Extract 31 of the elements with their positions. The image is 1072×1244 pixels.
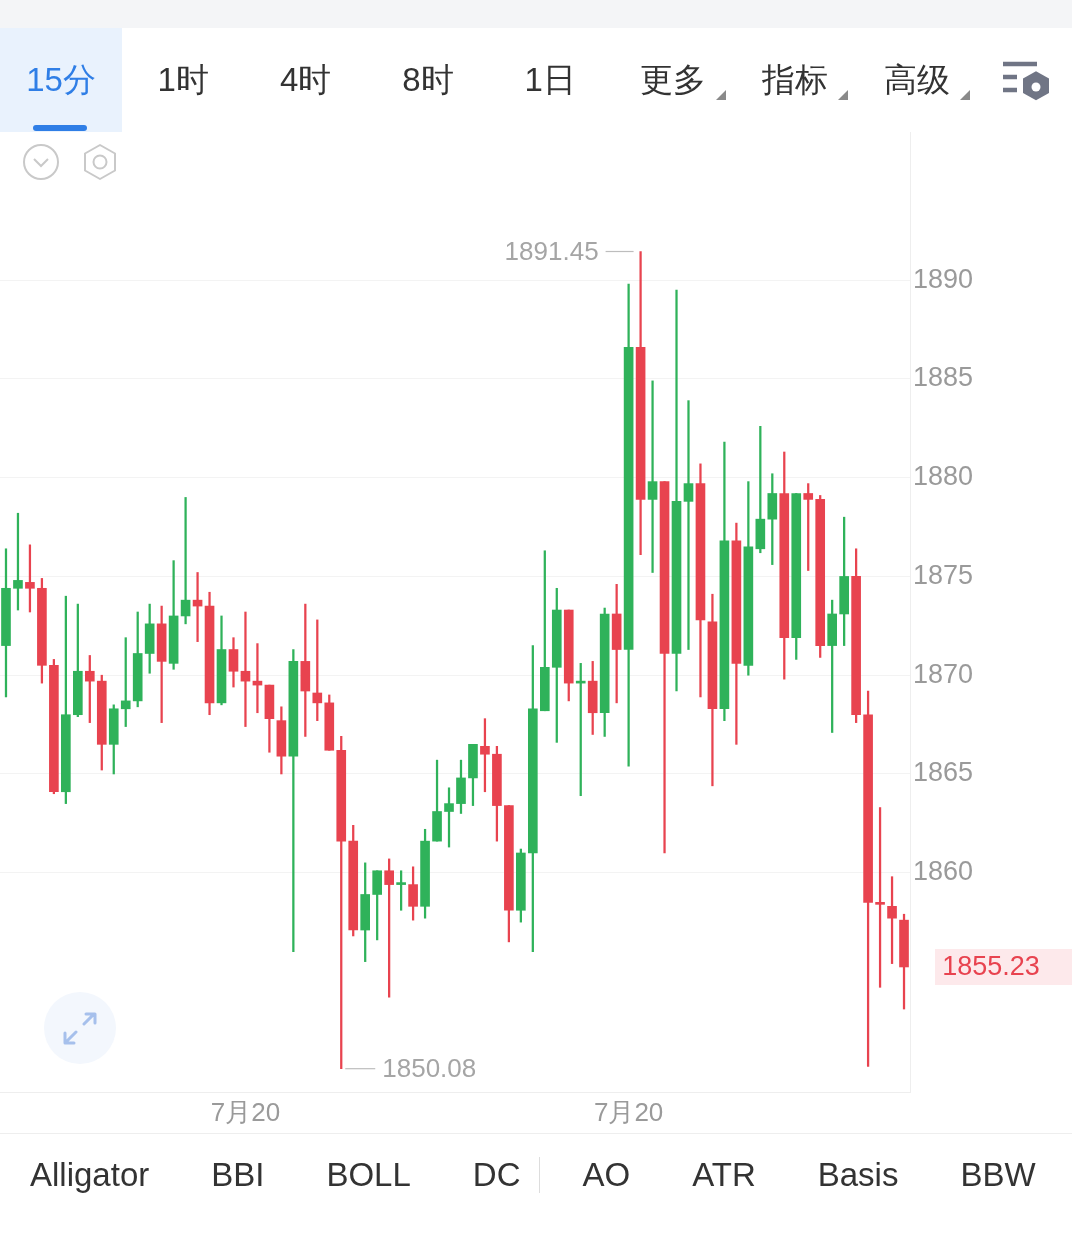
y-tick-label: 1890 (912, 263, 974, 294)
text: 1855.23 (942, 951, 1040, 982)
text: Basis (817, 1155, 899, 1195)
x-tick-label: 7月20 (210, 1096, 281, 1127)
annotation: 1891.45 (504, 235, 599, 266)
candlestick (180, 497, 191, 625)
y-tick-label: 1860 (912, 856, 974, 887)
y-tick-label: 1875 (912, 559, 974, 590)
text: BBW (960, 1155, 1036, 1195)
text: 指标 (760, 61, 829, 98)
candlestick (683, 400, 694, 650)
text: BOLL (326, 1155, 411, 1195)
text: DC (472, 1155, 521, 1195)
text: ATR (692, 1155, 756, 1195)
y-tick-label: 1870 (912, 658, 974, 689)
text: 4时 (278, 61, 333, 98)
text: 更多 (638, 61, 707, 98)
text: 高级 (883, 61, 952, 98)
x-tick-label: 7月20 (593, 1096, 664, 1127)
y-tick-label: 1880 (912, 461, 974, 492)
annotation: 1850.08 (382, 1052, 477, 1083)
candlestick (647, 380, 658, 573)
y-tick-label: 1885 (912, 362, 974, 393)
text: 8时 (401, 61, 455, 98)
text: 1时 (156, 61, 210, 98)
text: AO (582, 1155, 631, 1195)
text: Alligator (30, 1155, 150, 1195)
text: 1日 (523, 61, 577, 98)
text: BBI (211, 1155, 265, 1195)
text: 15分 (25, 61, 97, 98)
y-tick-label: 1865 (912, 757, 974, 788)
